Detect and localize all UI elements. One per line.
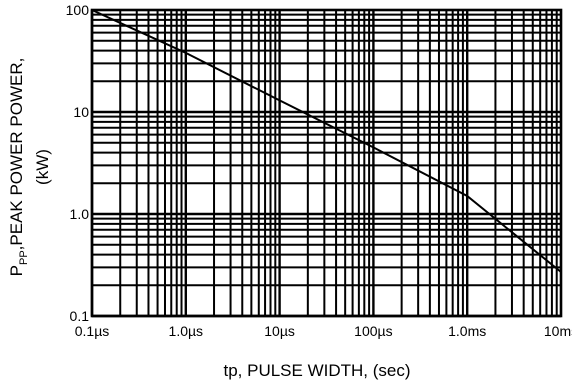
y-axis-label-main: P bbox=[7, 265, 26, 276]
y-axis-unit: (kW) bbox=[33, 149, 52, 185]
y-axis-label-sub: PP bbox=[18, 250, 30, 265]
y-tick-label: 100 bbox=[66, 2, 90, 18]
plot-border bbox=[90, 8, 563, 318]
y-axis-label: PPP,PEAK POWER POWER, bbox=[7, 58, 30, 277]
x-tick-labels: 0.1µs 1.0µs 10µs 100µs 1.0ms 10ms bbox=[75, 323, 572, 339]
x-tick-label: 1.0ms bbox=[448, 323, 486, 339]
y-tick-label: 1.0 bbox=[70, 206, 90, 222]
y-tick-labels: 0.1 1.0 10 100 bbox=[66, 2, 90, 324]
grid-lines bbox=[90, 8, 563, 318]
x-axis-label: tp, PULSE WIDTH, (sec) bbox=[223, 361, 410, 380]
x-tick-label: 100µs bbox=[354, 323, 392, 339]
peak-power-curve bbox=[91, 9, 562, 273]
y-axis-label-rest: ,PEAK POWER POWER, bbox=[7, 58, 26, 251]
x-tick-label: 10ms bbox=[544, 323, 572, 339]
y-tick-label: 0.1 bbox=[70, 308, 90, 324]
x-tick-label: 0.1µs bbox=[75, 323, 110, 339]
x-tick-label: 1.0µs bbox=[169, 323, 204, 339]
curve-layer bbox=[91, 9, 562, 273]
y-tick-label: 10 bbox=[73, 104, 89, 120]
x-tick-label: 10µs bbox=[264, 323, 295, 339]
